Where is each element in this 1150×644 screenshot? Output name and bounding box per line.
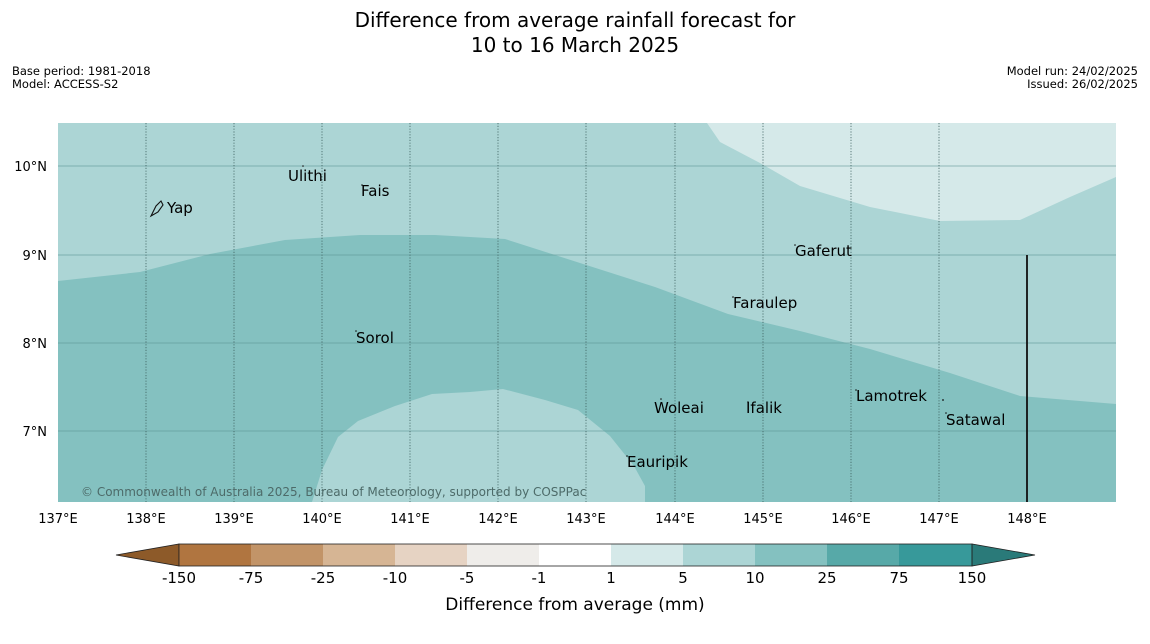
lon-tick: 139°E	[214, 512, 254, 527]
colorbar-high-extension	[971, 543, 1036, 567]
lon-tick: 147°E	[919, 512, 959, 527]
colorbar-frame	[178, 543, 973, 567]
marker-lamotrek	[855, 389, 857, 391]
colorbar-tick: 25	[817, 569, 836, 587]
lon-tick: 143°E	[566, 512, 606, 527]
colorbar-bin	[467, 544, 539, 566]
lon-tick: 144°E	[655, 512, 695, 527]
colorbar-ticks: -150 -75 -25 -10 -5 -1 1 5 10 25 75 150	[162, 569, 986, 587]
title-line-2: 10 to 16 March 2025	[470, 33, 680, 57]
marker-fais	[361, 184, 363, 186]
colorbar-bin	[395, 544, 467, 566]
lon-tick: 146°E	[831, 512, 871, 527]
colorbar-low-extension	[115, 543, 180, 567]
meta-right: Model run: 24/02/2025 Issued: 26/02/2025	[1007, 65, 1138, 91]
colorbar-tick: -150	[162, 569, 196, 587]
place-label-woleai: Woleai	[654, 399, 704, 417]
rainfall-map	[58, 123, 1116, 502]
colorbar-bin	[251, 544, 323, 566]
lat-tick: 9°N	[23, 249, 48, 264]
colorbar-tick: -10	[383, 569, 408, 587]
place-label-fais: Fais	[361, 182, 390, 200]
marker-eauripik	[626, 455, 628, 457]
lat-tick: 7°N	[23, 425, 48, 440]
colorbar-bin	[323, 544, 395, 566]
colorbar-bin	[539, 544, 611, 566]
colorbar-bin	[899, 544, 972, 566]
lat-tick: 10°N	[14, 160, 47, 175]
model-run: Model run: 24/02/2025	[1006, 64, 1138, 78]
title-line-1: Difference from average rainfall forecas…	[354, 8, 796, 32]
colorbar-tick: -1	[532, 569, 547, 587]
place-label-satawal: Satawal	[946, 411, 1005, 429]
place-label-lamotrek: Lamotrek	[856, 387, 927, 405]
place-label-ulithi: Ulithi	[288, 167, 327, 185]
lon-tick-labels: 137°E 138°E 139°E 140°E 141°E 142°E 143°…	[38, 512, 1047, 527]
colorbar-label: Difference from average (mm)	[445, 595, 704, 615]
map-title: Difference from average rainfall forecas…	[0, 8, 1150, 58]
marker-sorol	[355, 330, 357, 332]
marker-gaferut	[794, 244, 796, 246]
marker-faraulep	[732, 296, 734, 298]
colorbar-tick: -25	[311, 569, 336, 587]
marker-satawal-east	[942, 399, 944, 401]
place-markers	[302, 165, 947, 457]
model-name: Model: ACCESS-S2	[12, 77, 119, 91]
lon-tick: 148°E	[1007, 512, 1047, 527]
colorbar-tick: -75	[239, 569, 264, 587]
yap-island-shape	[149, 200, 164, 218]
colorbar-bin	[611, 544, 683, 566]
zone-light-northeast	[707, 123, 1116, 221]
lon-tick: 140°E	[302, 512, 342, 527]
meta-left: Base period: 1981-2018 Model: ACCESS-S2	[12, 65, 151, 91]
colorbar-tick: -5	[460, 569, 475, 587]
zone-mid-south	[312, 389, 645, 502]
marker-woleai	[660, 398, 662, 400]
colorbar-bin	[683, 544, 755, 566]
place-label-gaferut: Gaferut	[795, 242, 852, 260]
place-label-faraulep: Faraulep	[733, 294, 797, 312]
marker-satawal	[945, 412, 947, 414]
colorbar-tick: 1	[606, 569, 616, 587]
colorbar-tick: 150	[958, 569, 987, 587]
lon-tick: 142°E	[478, 512, 518, 527]
colorbar-tick: 10	[745, 569, 764, 587]
copyright-credit: © Commonwealth of Australia 2025, Bureau…	[81, 485, 586, 499]
lon-tick: 138°E	[126, 512, 166, 527]
zone-strong-band	[58, 235, 1116, 502]
marker-ifalik	[747, 401, 749, 403]
colorbar-tick: 5	[678, 569, 688, 587]
lon-tick: 145°E	[743, 512, 783, 527]
place-labels: Yap Ulithi Fais Gaferut Faraulep Sorol W…	[166, 167, 1005, 471]
colorbar-legend: -150 -75 -25 -10 -5 -1 1 5 10 25 75 150 …	[115, 543, 1036, 615]
place-label-eauripik: Eauripik	[627, 453, 688, 471]
marker-ulithi	[302, 165, 304, 167]
lat-tick-labels: 10°N 9°N 8°N 7°N	[14, 160, 47, 440]
colorbar-tick: 75	[889, 569, 908, 587]
lon-tick: 137°E	[38, 512, 78, 527]
place-label-ifalik: Ifalik	[746, 399, 782, 417]
colorbar-bin	[179, 544, 251, 566]
place-label-yap: Yap	[166, 199, 193, 217]
base-period: Base period: 1981-2018	[12, 64, 151, 78]
lon-tick: 141°E	[390, 512, 430, 527]
colorbar-bin	[827, 544, 899, 566]
place-label-sorol: Sorol	[356, 329, 394, 347]
colorbar-bin	[755, 544, 827, 566]
issued-date: Issued: 26/02/2025	[1027, 77, 1138, 91]
lat-tick: 8°N	[23, 337, 48, 352]
